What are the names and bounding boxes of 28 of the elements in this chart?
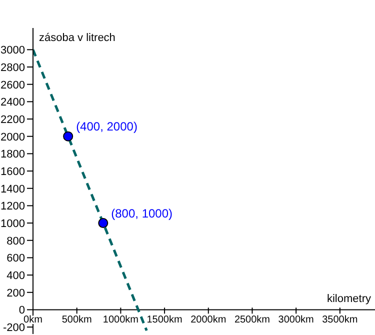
x-tick-label: 3500km [322, 314, 358, 326]
y-tick-label: 800 [6, 235, 25, 248]
y-tick-label: 0 [18, 304, 25, 317]
x-tick-label: 2000km [190, 314, 226, 326]
y-tick-label: 1600 [0, 166, 25, 178]
y-tick-label: 1200 [0, 200, 25, 213]
annotation: (400, 2000) [76, 120, 138, 134]
x-tick-label: 1000km [102, 314, 138, 326]
x-axis-title: kilometry [326, 292, 371, 305]
y-tick-label: 2800 [0, 62, 25, 74]
x-tick-label: 1500km [146, 314, 182, 326]
y-tick-label: 2400 [0, 96, 25, 109]
y-tick-label: 2200 [0, 114, 25, 126]
y-tick-label: -200 [2, 322, 25, 334]
y-tick-label: 1400 [0, 183, 25, 196]
x-tick-label: 500km [62, 314, 92, 326]
y-tick-label: 3000 [0, 44, 25, 57]
y-tick-label: 400 [6, 270, 25, 282]
x-tick-label: 2500km [234, 314, 270, 326]
y-tick-label: 2000 [0, 131, 25, 144]
y-tick-label: 2600 [0, 79, 25, 92]
annotation: (800, 1000) [111, 206, 173, 220]
y-tick-label: 200 [6, 287, 25, 300]
x-tick-label: 3000km [278, 314, 314, 326]
y-tick-label: 600 [6, 252, 25, 265]
y-tick-label: 1000 [0, 218, 25, 230]
y-tick-label: 1800 [0, 148, 25, 161]
y-axis-title: zásoba v litrech [39, 32, 116, 44]
